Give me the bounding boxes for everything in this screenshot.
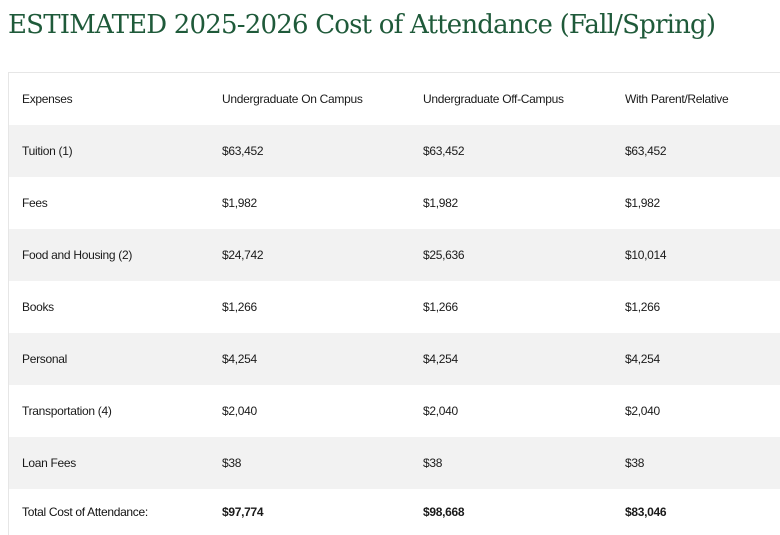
off-campus-value: $25,636 <box>423 248 465 262</box>
with-parent-value: $1,982 <box>625 196 660 210</box>
expense-label: Books <box>22 300 54 314</box>
header-expenses: Expenses <box>22 92 73 106</box>
cost-of-attendance-table: Expenses Undergraduate On Campus Undergr… <box>9 73 780 535</box>
off-campus-value: $2,040 <box>423 404 458 418</box>
table-header-row: Expenses Undergraduate On Campus Undergr… <box>9 73 780 125</box>
header-with-parent-relative: With Parent/Relative <box>625 92 729 106</box>
cost-of-attendance-table-container: Expenses Undergraduate On Campus Undergr… <box>8 72 780 535</box>
with-parent-value: $1,266 <box>625 300 660 314</box>
off-campus-value: $1,266 <box>423 300 458 314</box>
off-campus-value: $4,254 <box>423 352 458 366</box>
expense-label: Tuition (1) <box>22 144 73 158</box>
off-campus-value: $38 <box>423 456 443 470</box>
table-row: Books $1,266 $1,266 $1,266 <box>9 281 780 333</box>
off-campus-value: $1,982 <box>423 196 458 210</box>
with-parent-value: $4,254 <box>625 352 660 366</box>
on-campus-value: $1,982 <box>222 196 257 210</box>
with-parent-value: $2,040 <box>625 404 660 418</box>
table-row: Loan Fees $38 $38 $38 <box>9 437 780 489</box>
header-undergraduate-off-campus: Undergraduate Off-Campus <box>423 92 564 106</box>
off-campus-value: $63,452 <box>423 144 465 158</box>
expense-label: Personal <box>22 352 67 366</box>
table-row: Fees $1,982 $1,982 $1,982 <box>9 177 780 229</box>
table-row: Transportation (4) $2,040 $2,040 $2,040 <box>9 385 780 437</box>
on-campus-value: $24,742 <box>222 248 264 262</box>
table-row: Personal $4,254 $4,254 $4,254 <box>9 333 780 385</box>
table-row: Tuition (1) $63,452 $63,452 $63,452 <box>9 125 780 177</box>
with-parent-value: $10,014 <box>625 248 667 262</box>
total-with-parent-value: $83,046 <box>612 489 780 535</box>
total-on-campus-value: $97,774 <box>209 489 410 535</box>
on-campus-value: $1,266 <box>222 300 257 314</box>
on-campus-value: $4,254 <box>222 352 257 366</box>
table-row: Food and Housing (2) $24,742 $25,636 $10… <box>9 229 780 281</box>
total-off-campus-value: $98,668 <box>410 489 612 535</box>
on-campus-value: $63,452 <box>222 144 264 158</box>
expense-label: Fees <box>22 196 48 210</box>
header-undergraduate-on-campus: Undergraduate On Campus <box>222 92 363 106</box>
total-label: Total Cost of Attendance: <box>9 489 209 535</box>
total-row: Total Cost of Attendance: $97,774 $98,66… <box>9 489 780 535</box>
on-campus-value: $2,040 <box>222 404 257 418</box>
with-parent-value: $38 <box>625 456 645 470</box>
expense-label: Food and Housing (2) <box>22 248 133 262</box>
expense-label: Transportation (4) <box>22 404 112 418</box>
expense-label: Loan Fees <box>22 456 77 470</box>
with-parent-value: $63,452 <box>625 144 667 158</box>
on-campus-value: $38 <box>222 456 242 470</box>
page-title: ESTIMATED 2025-2026 Cost of Attendance (… <box>8 10 716 40</box>
